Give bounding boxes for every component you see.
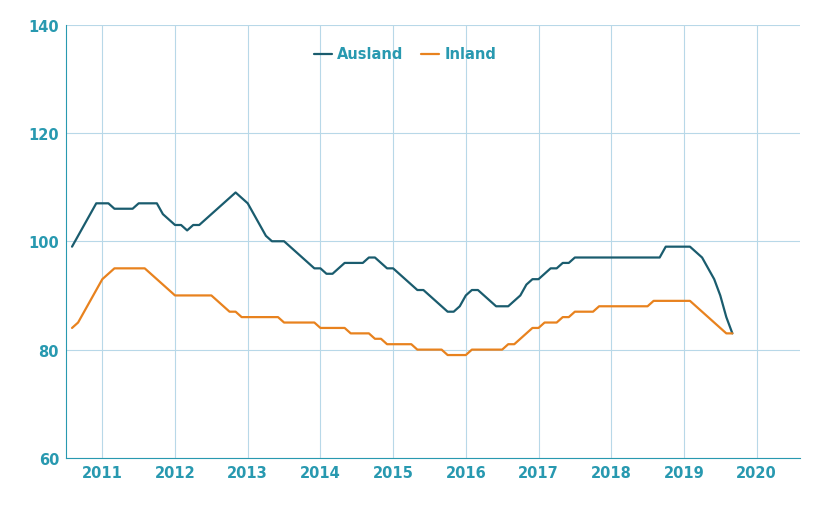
Ausland	[267, 239, 277, 245]
Inland	[545, 320, 555, 326]
Line: Ausland: Ausland	[72, 193, 733, 334]
Inland	[110, 266, 120, 272]
Ausland	[67, 244, 77, 250]
Legend: Ausland, Inland: Ausland, Inland	[309, 41, 502, 68]
Ausland	[540, 271, 549, 277]
Inland	[697, 309, 707, 315]
Inland	[394, 342, 404, 348]
Inland	[267, 315, 277, 321]
Inland	[376, 336, 386, 342]
Inland	[728, 331, 738, 337]
Inland	[721, 331, 731, 337]
Ausland	[691, 249, 701, 256]
Ausland	[394, 271, 404, 277]
Line: Inland: Inland	[72, 269, 733, 355]
Ausland	[715, 293, 725, 299]
Ausland	[231, 190, 241, 196]
Inland	[443, 352, 453, 358]
Ausland	[376, 260, 386, 266]
Inland	[67, 325, 77, 331]
Ausland	[728, 331, 738, 337]
